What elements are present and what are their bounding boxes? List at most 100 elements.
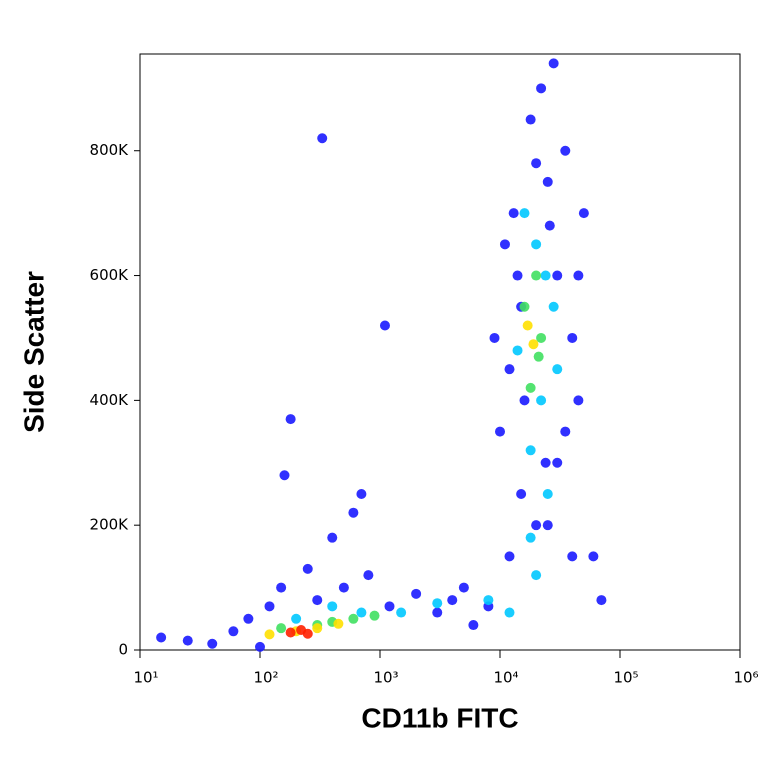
- point: [207, 638, 218, 649]
- point: [588, 551, 599, 562]
- point: [552, 270, 563, 281]
- y-tick-label: 400K: [90, 391, 130, 409]
- point: [276, 623, 287, 634]
- point: [504, 607, 515, 618]
- x-tick-label: 10⁴: [493, 669, 518, 687]
- point: [540, 457, 551, 468]
- point: [276, 582, 287, 593]
- point: [285, 414, 296, 425]
- point: [384, 601, 395, 612]
- point: [567, 332, 578, 343]
- point: [356, 488, 367, 499]
- point: [317, 133, 328, 144]
- point: [540, 270, 551, 281]
- point: [279, 470, 290, 481]
- point: [519, 395, 530, 406]
- point: [348, 507, 359, 518]
- point: [411, 588, 422, 599]
- point: [379, 320, 390, 331]
- point: [504, 551, 515, 562]
- point: [560, 145, 571, 156]
- point: [519, 208, 530, 219]
- point: [228, 626, 239, 637]
- point: [573, 395, 584, 406]
- point: [531, 520, 542, 531]
- point: [536, 395, 547, 406]
- point: [531, 239, 542, 250]
- point: [255, 641, 265, 652]
- point: [156, 632, 167, 643]
- x-tick-label: 10³: [373, 669, 398, 687]
- point: [243, 613, 254, 624]
- point: [495, 426, 505, 437]
- point: [560, 426, 571, 437]
- point: [525, 114, 536, 125]
- point: [533, 351, 544, 362]
- point: [542, 176, 553, 187]
- point: [531, 158, 542, 169]
- point: [552, 457, 563, 468]
- x-tick-label: 10²: [253, 669, 278, 687]
- point: [447, 595, 458, 606]
- point: [285, 627, 296, 638]
- point: [356, 607, 367, 618]
- point: [508, 208, 519, 219]
- point: [525, 445, 536, 456]
- point: [182, 635, 193, 646]
- y-axis-title: Side Scatter: [18, 271, 49, 433]
- point: [396, 607, 407, 618]
- point: [531, 270, 542, 281]
- point: [333, 618, 344, 629]
- point: [525, 532, 536, 543]
- x-tick-label: 10¹: [133, 669, 158, 687]
- point: [512, 270, 523, 281]
- point: [499, 239, 510, 250]
- point: [369, 610, 380, 621]
- point: [483, 595, 494, 606]
- point: [522, 320, 533, 331]
- point: [312, 595, 323, 606]
- point: [512, 345, 523, 356]
- point: [264, 629, 275, 640]
- point: [291, 613, 302, 624]
- point: [489, 332, 500, 343]
- point: [548, 58, 559, 69]
- point: [504, 364, 515, 375]
- x-tick-label: 10⁵: [613, 669, 638, 687]
- point: [312, 623, 323, 634]
- point: [327, 601, 338, 612]
- point: [432, 598, 443, 609]
- point: [552, 364, 563, 375]
- point: [531, 570, 542, 581]
- y-tick-label: 200K: [90, 516, 130, 534]
- point: [573, 270, 584, 281]
- x-axis-title: CD11b FITC: [361, 702, 518, 733]
- point: [338, 582, 349, 593]
- point: [458, 582, 469, 593]
- y-tick-label: 800K: [90, 141, 130, 159]
- point: [363, 570, 374, 581]
- point: [528, 339, 539, 350]
- point: [544, 220, 555, 231]
- y-tick-label: 600K: [90, 266, 130, 284]
- point: [468, 620, 479, 631]
- point: [542, 488, 553, 499]
- point: [548, 301, 559, 312]
- point: [578, 208, 589, 219]
- point: [536, 332, 547, 343]
- point: [567, 551, 578, 562]
- y-tick-label: 0: [118, 641, 128, 659]
- point: [519, 301, 530, 312]
- point: [516, 488, 527, 499]
- point: [327, 532, 338, 543]
- plot-frame: [139, 53, 741, 651]
- point: [542, 520, 553, 531]
- point: [536, 83, 547, 94]
- point: [525, 382, 536, 393]
- point: [302, 563, 313, 574]
- point: [302, 628, 313, 639]
- point: [432, 607, 443, 618]
- point: [596, 595, 607, 606]
